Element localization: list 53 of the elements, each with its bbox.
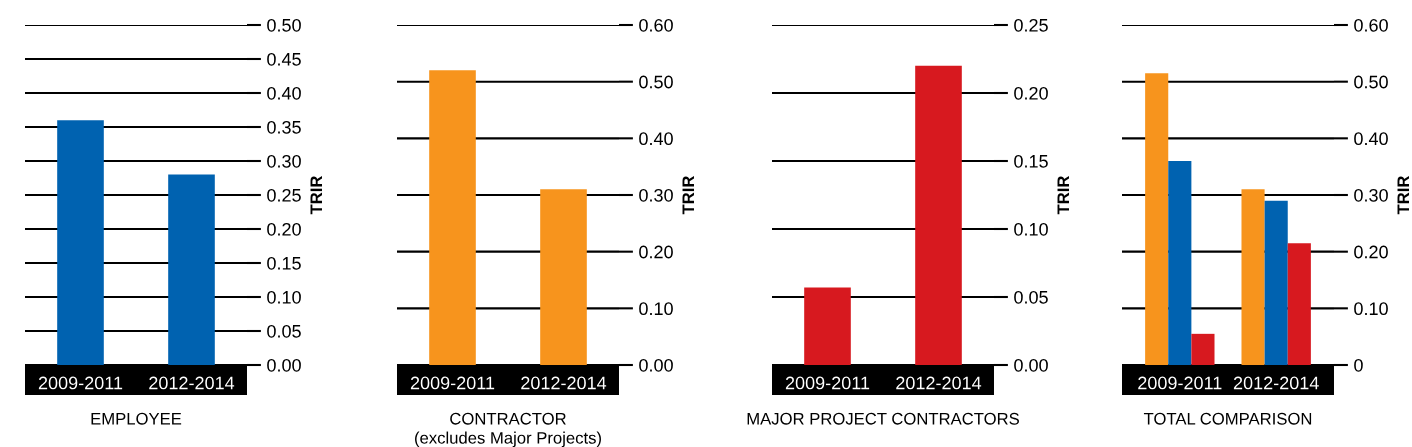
- y-tick-label: 0.15: [1014, 154, 1048, 168]
- y-tick-label: 0.00: [639, 358, 673, 372]
- bar: [1241, 189, 1265, 365]
- y-tick-label: 0.15: [267, 256, 301, 270]
- y-tick-label: 0.60: [1354, 18, 1388, 32]
- y-tick-label: 0.50: [267, 18, 301, 32]
- y-tick-label: 0.00: [1014, 358, 1048, 372]
- y-tick-label: 0.30: [267, 154, 301, 168]
- y-tick-label: 0.35: [267, 120, 301, 134]
- y-tick-label: 0.25: [1014, 18, 1048, 32]
- bar: [1145, 73, 1169, 365]
- y-tick-label: 0.50: [639, 75, 673, 89]
- y-tick-label: 0.25: [267, 188, 301, 202]
- bar: [1287, 243, 1311, 365]
- y-axis-title: TRIR: [310, 175, 322, 215]
- y-tick-label: 0.10: [1354, 302, 1388, 316]
- x-axis-title: TOTAL COMPARISON: [1143, 412, 1312, 425]
- y-tick-label: 0.20: [1354, 245, 1388, 259]
- y-tick-label: 0.45: [267, 52, 301, 66]
- x-axis-title: CONTRACTOR (excludes Major Projects): [415, 412, 601, 447]
- y-tick-label: 0.40: [267, 86, 301, 100]
- x-tick-label: 2009-2011: [410, 376, 495, 390]
- y-tick-label: 0.00: [267, 358, 301, 372]
- y-tick-label: 0.05: [267, 324, 301, 338]
- y-tick-label: 0.60: [639, 18, 673, 32]
- y-axis-title: TRIR: [1057, 175, 1069, 215]
- y-tick-label: 0.05: [1014, 290, 1048, 304]
- y-tick-label: 0.30: [1354, 188, 1388, 202]
- bar: [1191, 333, 1215, 365]
- x-tick-label: 2009-2011: [38, 376, 123, 390]
- x-tick-label: 2009-2011: [785, 376, 870, 390]
- x-tick-label: 2009-2011: [1138, 376, 1222, 390]
- y-axis-title: TRIR: [682, 175, 694, 215]
- y-tick-label: 0.50: [1354, 75, 1388, 89]
- y-tick-label: 0.40: [639, 132, 673, 146]
- x-tick-label: 2012-2014: [1233, 376, 1319, 390]
- x-axis-title: MAJOR PROJECT CONTRACTORS: [747, 412, 1019, 425]
- x-tick-label: 2012-2014: [521, 376, 607, 390]
- y-tick-label: 0.30: [639, 188, 673, 202]
- bar: [1264, 200, 1288, 365]
- y-tick-label: 0.20: [1014, 86, 1048, 100]
- y-tick-label: 0.10: [1014, 222, 1048, 236]
- x-tick-label: 2012-2014: [896, 376, 982, 390]
- y-tick-label: 0.10: [267, 290, 301, 304]
- bar: [1168, 161, 1192, 365]
- y-tick-label: 0.10: [639, 302, 673, 316]
- x-axis-title: EMPLOYEE: [91, 412, 182, 425]
- x-tick-label: 2012-2014: [149, 376, 235, 390]
- y-tick-label: 0.20: [639, 245, 673, 259]
- y-axis-title: TRIR: [1397, 175, 1409, 215]
- y-tick-label: 0: [1354, 358, 1363, 372]
- y-tick-label: 0.20: [267, 222, 301, 236]
- y-tick-label: 0.40: [1354, 132, 1388, 146]
